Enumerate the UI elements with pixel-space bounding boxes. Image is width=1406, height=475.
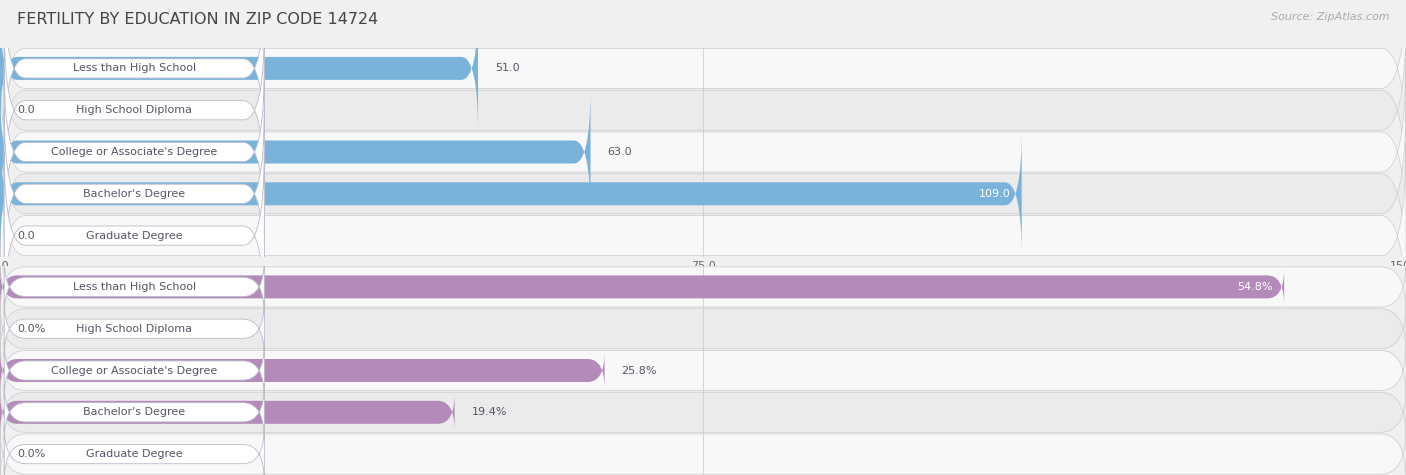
Text: High School Diploma: High School Diploma <box>76 105 193 115</box>
Text: Source: ZipAtlas.com: Source: ZipAtlas.com <box>1271 12 1389 22</box>
Text: FERTILITY BY EDUCATION IN ZIP CODE 14724: FERTILITY BY EDUCATION IN ZIP CODE 14724 <box>17 12 378 27</box>
Text: 0.0%: 0.0% <box>17 323 45 334</box>
FancyBboxPatch shape <box>0 345 1406 396</box>
Text: 51.0: 51.0 <box>495 63 520 74</box>
FancyBboxPatch shape <box>4 151 264 320</box>
FancyBboxPatch shape <box>0 143 1406 328</box>
FancyBboxPatch shape <box>0 394 454 431</box>
FancyBboxPatch shape <box>4 0 264 153</box>
FancyBboxPatch shape <box>0 59 1406 245</box>
Text: 109.0: 109.0 <box>979 189 1011 199</box>
FancyBboxPatch shape <box>0 101 1406 286</box>
Text: Graduate Degree: Graduate Degree <box>86 449 183 459</box>
Text: 63.0: 63.0 <box>607 147 633 157</box>
FancyBboxPatch shape <box>4 259 264 315</box>
Text: 54.8%: 54.8% <box>1237 282 1272 292</box>
Text: Graduate Degree: Graduate Degree <box>86 230 183 241</box>
Text: Less than High School: Less than High School <box>73 282 195 292</box>
FancyBboxPatch shape <box>4 342 264 399</box>
Text: 0.0: 0.0 <box>17 105 35 115</box>
Text: 0.0%: 0.0% <box>17 449 45 459</box>
Text: College or Associate's Degree: College or Associate's Degree <box>51 147 218 157</box>
Text: Bachelor's Degree: Bachelor's Degree <box>83 189 186 199</box>
FancyBboxPatch shape <box>4 109 264 278</box>
FancyBboxPatch shape <box>4 384 264 440</box>
Text: Less than High School: Less than High School <box>73 63 195 74</box>
FancyBboxPatch shape <box>0 0 1406 161</box>
FancyBboxPatch shape <box>0 304 1406 354</box>
FancyBboxPatch shape <box>0 130 1022 257</box>
FancyBboxPatch shape <box>4 67 264 237</box>
FancyBboxPatch shape <box>0 387 1406 437</box>
FancyBboxPatch shape <box>0 268 1284 305</box>
Text: High School Diploma: High School Diploma <box>76 323 193 334</box>
FancyBboxPatch shape <box>0 88 591 216</box>
Text: 0.0: 0.0 <box>17 230 35 241</box>
FancyBboxPatch shape <box>0 262 1406 312</box>
FancyBboxPatch shape <box>4 426 264 475</box>
FancyBboxPatch shape <box>0 18 1406 203</box>
FancyBboxPatch shape <box>0 352 605 389</box>
Text: College or Associate's Degree: College or Associate's Degree <box>51 365 218 376</box>
Text: 25.8%: 25.8% <box>621 365 657 376</box>
FancyBboxPatch shape <box>4 26 264 195</box>
Text: Bachelor's Degree: Bachelor's Degree <box>83 407 186 418</box>
FancyBboxPatch shape <box>4 301 264 357</box>
Text: 19.4%: 19.4% <box>471 407 508 418</box>
FancyBboxPatch shape <box>0 429 1406 475</box>
FancyBboxPatch shape <box>0 5 478 132</box>
